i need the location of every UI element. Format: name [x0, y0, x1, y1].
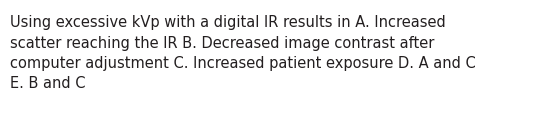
Text: Using excessive kVp with a digital IR results in A. Increased
scatter reaching t: Using excessive kVp with a digital IR re…: [10, 15, 476, 91]
